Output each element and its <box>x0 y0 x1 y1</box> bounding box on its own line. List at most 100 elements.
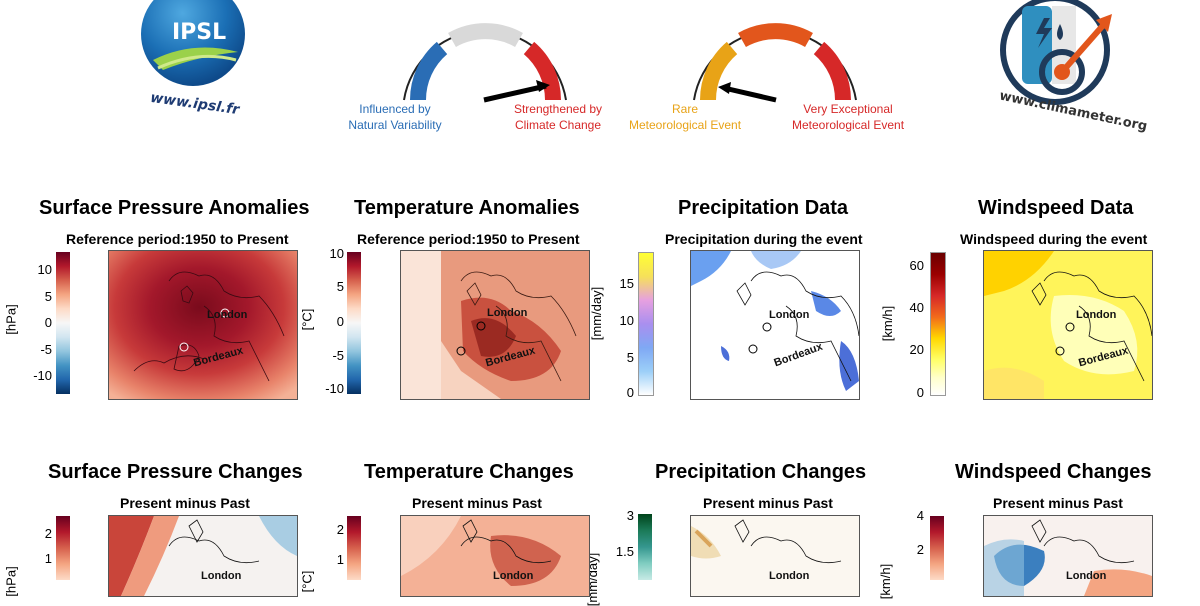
climameter-logo <box>1000 0 1126 108</box>
tick: 20 <box>909 342 924 357</box>
city-label-london: London <box>1076 309 1117 321</box>
colorbar-windspeed-data <box>930 252 946 396</box>
colorbar-ticks-precipitation-data: 15 10 5 0 <box>600 276 634 404</box>
colorbar-pressure-changes <box>56 516 70 580</box>
gauge-left-label-natural-line1: Influenced by <box>359 102 431 116</box>
title-precipitation-data: Precipitation Data <box>678 197 849 219</box>
tick: 0 <box>916 385 924 400</box>
tick: 60 <box>909 258 924 273</box>
tick: 0 <box>336 314 344 329</box>
tick: -10 <box>325 381 344 396</box>
colorbar-ticks-precipitation-changes: 3 1.5 <box>600 508 634 580</box>
subtitle-temperature-anomalies: Reference period:1950 to Present <box>357 231 580 247</box>
tick: 0 <box>626 385 634 400</box>
colorbar-ticks-pressure-anomalies: 10 5 0 -5 -10 <box>20 252 52 394</box>
ipsl-url[interactable]: www.ipsl.fr <box>149 89 241 119</box>
tick: 4 <box>916 508 924 523</box>
gauge-needle-left <box>483 80 550 103</box>
tick: 2 <box>916 542 924 557</box>
city-label-london: London <box>207 309 248 321</box>
map-precipitation-changes: London <box>690 515 860 597</box>
title-windspeed-changes: Windspeed Changes <box>955 461 1152 483</box>
gauge-rarity <box>688 0 863 104</box>
subtitle-precipitation-data: Precipitation during the event <box>665 231 863 247</box>
tick: 2 <box>44 526 52 541</box>
city-label-london: London <box>493 570 534 582</box>
unit-windspeed-data: [km/h] <box>880 305 896 342</box>
gauge-right-label-exceptional-line2: Meteorological Event <box>791 118 905 132</box>
colorbar-ticks-windspeed-changes: 4 2 <box>890 508 924 580</box>
ipsl-logo-text: IPSL <box>172 20 227 45</box>
colorbar-precipitation-changes <box>638 514 652 580</box>
title-pressure-changes: Surface Pressure Changes <box>48 461 303 483</box>
unit-windspeed-changes: [km/h] <box>878 563 894 600</box>
map-pressure-anomalies: London Bordeaux <box>108 250 298 400</box>
tick: 5 <box>336 279 344 294</box>
title-temperature-changes: Temperature Changes <box>364 461 574 483</box>
colorbar-windspeed-changes <box>930 516 944 580</box>
city-label-london: London <box>1066 570 1107 582</box>
title-precipitation-changes: Precipitation Changes <box>655 461 867 483</box>
tick: 10 <box>37 262 52 277</box>
colorbar-ticks-temperature-changes: 2 1 <box>312 522 344 580</box>
colorbar-ticks-temperature-anomalies: 10 5 0 -5 -10 <box>312 246 344 398</box>
colorbar-pressure-anomalies <box>56 252 70 394</box>
gauge-right-label-rare-line2: Meteorological Event <box>628 118 742 132</box>
subtitle-pressure-anomalies: Reference period:1950 to Present <box>66 231 289 247</box>
tick: 10 <box>329 246 344 261</box>
city-label-london: London <box>487 307 528 319</box>
gauge-attribution <box>398 0 573 104</box>
map-precipitation-data: London Bordeaux <box>690 250 860 400</box>
title-temperature-anomalies: Temperature Anomalies <box>354 197 580 219</box>
tick: 2 <box>336 522 344 537</box>
tick: -5 <box>332 348 344 363</box>
tick: 3 <box>626 508 634 523</box>
gauge-right-label-exceptional-line1: Very Exceptional <box>803 102 893 116</box>
colorbar-temperature-anomalies <box>347 252 361 394</box>
tick: 5 <box>44 289 52 304</box>
tick: 1 <box>336 552 344 567</box>
gauge-left-label-climate-line2: Climate Change <box>514 118 602 132</box>
unit-pressure-changes: [hPa] <box>3 566 19 597</box>
unit-temperature-changes: [°C] <box>299 570 315 593</box>
map-pressure-changes: London <box>108 515 298 597</box>
colorbar-precipitation-data <box>638 252 654 396</box>
tick: -10 <box>33 368 52 383</box>
gauge-left-label-natural: Influenced by Natural Variability <box>330 101 460 133</box>
unit-precipitation-data: [mm/day] <box>589 286 605 341</box>
subtitle-pressure-changes: Present minus Past <box>120 495 250 511</box>
city-label-london: London <box>769 570 810 582</box>
map-windspeed-changes: London <box>983 515 1153 597</box>
title-windspeed-data: Windspeed Data <box>978 197 1134 219</box>
tick: 1.5 <box>615 544 634 559</box>
tick: 1 <box>44 551 52 566</box>
unit-temperature-anomalies: [°C] <box>299 308 315 331</box>
tick: 10 <box>619 313 634 328</box>
gauge-left-label-natural-line2: Natural Variability <box>348 118 442 132</box>
map-temperature-anomalies: London Bordeaux <box>400 250 590 400</box>
gauge-right-label-exceptional: Very Exceptional Meteorological Event <box>778 101 918 133</box>
tick: -5 <box>40 342 52 357</box>
tick: 5 <box>626 350 634 365</box>
subtitle-temperature-changes: Present minus Past <box>412 495 542 511</box>
unit-pressure-anomalies: [hPa] <box>3 304 19 335</box>
gauge-left-label-climate-line1: Strengthened by <box>513 102 603 116</box>
gauge-needle-right <box>718 82 777 103</box>
colorbar-temperature-changes <box>347 516 361 580</box>
tick: 0 <box>44 315 52 330</box>
ipsl-logo <box>138 0 248 88</box>
gauge-right-label-rare-line1: Rare <box>671 102 698 116</box>
title-pressure-anomalies: Surface Pressure Anomalies <box>39 197 310 219</box>
colorbar-ticks-windspeed-data: 60 40 20 0 <box>890 258 924 400</box>
subtitle-precipitation-changes: Present minus Past <box>703 495 833 511</box>
map-temperature-changes: London <box>400 515 590 597</box>
subtitle-windspeed-data: Windspeed during the event <box>960 231 1148 247</box>
colorbar-ticks-pressure-changes: 2 1 <box>20 526 52 580</box>
gauge-right-label-rare: Rare Meteorological Event <box>615 101 755 133</box>
gauge-left-label-climate: Strengthened by Climate Change <box>493 101 623 133</box>
map-windspeed-data: London Bordeaux <box>983 250 1153 400</box>
tick: 40 <box>909 300 924 315</box>
city-label-london: London <box>769 309 810 321</box>
subtitle-windspeed-changes: Present minus Past <box>993 495 1123 511</box>
city-label-london: London <box>201 570 242 582</box>
